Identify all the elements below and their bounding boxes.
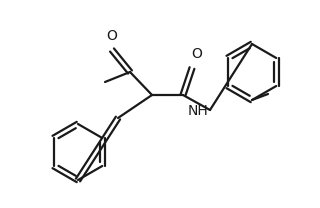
Text: NH: NH (187, 104, 208, 118)
Text: O: O (107, 29, 117, 43)
Text: O: O (192, 47, 203, 61)
